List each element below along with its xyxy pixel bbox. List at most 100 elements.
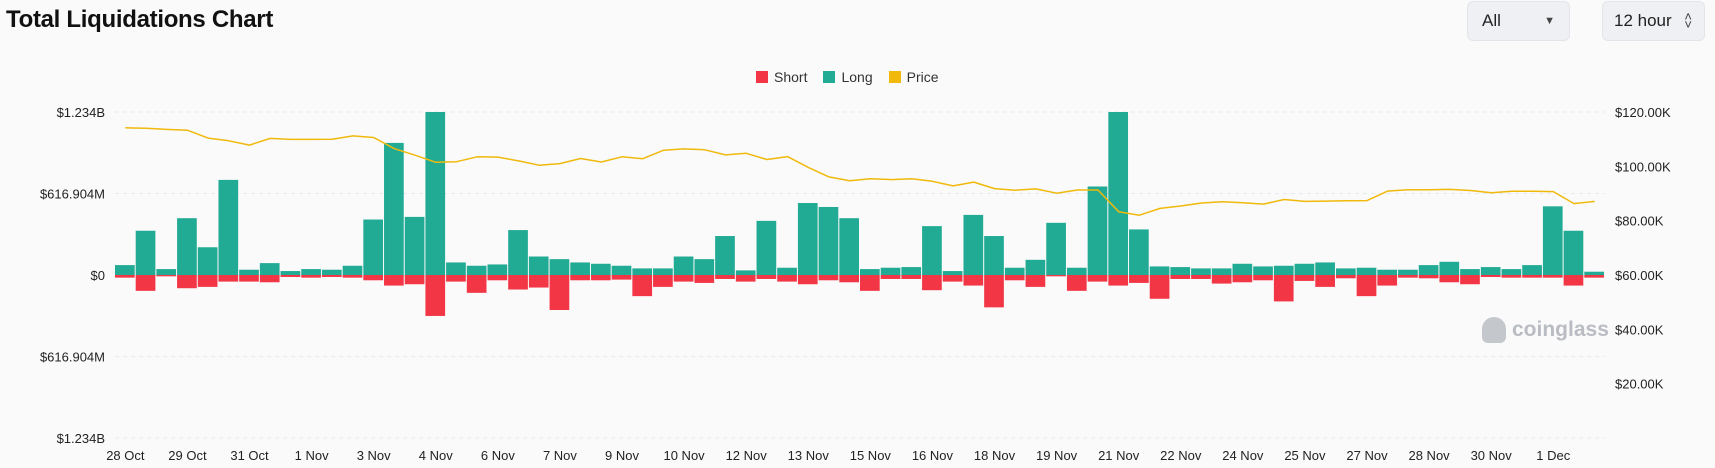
short-bar [715,275,735,279]
long-bar [1398,269,1418,275]
long-bar [735,270,756,275]
long-bar [446,262,466,275]
range-select-value: All [1482,11,1501,30]
short-bar [135,275,156,291]
short-bar [446,275,466,282]
long-bar [177,218,197,275]
legend-item-short[interactable]: Short [756,69,807,85]
long-bar [259,263,280,275]
legend-item-price[interactable]: Price [888,69,939,85]
short-bar [653,275,673,287]
long-bar [1439,261,1460,275]
coinglass-watermark: coinglass [1482,317,1609,343]
x-axis-tick-label: 27 Nov [1346,448,1388,463]
short-bar [901,275,922,279]
x-axis-tick-label: 15 Nov [850,448,892,463]
right-axis-tick-label: $120.00K [1615,105,1671,120]
x-axis-tick-label: 19 Nov [1036,448,1078,463]
right-axis-tick-label: $20.00K [1615,377,1664,392]
short-bar [425,275,446,316]
long-bar [404,216,425,275]
left-axis-tick-label: $1.234B [57,105,105,120]
short-bar [218,275,239,282]
x-axis-tick-label: 7 Nov [543,448,577,463]
long-bar [1480,267,1501,275]
long-bar [1046,222,1066,275]
short-bar [1418,275,1439,279]
long-bar [239,269,259,275]
coinglass-logo-icon [1482,317,1506,343]
short-bar [404,275,425,285]
long-bar [653,268,673,275]
short-bar [321,275,342,277]
left-axis-tick-label: $0 [91,268,105,283]
x-axis-tick-label: 28 Oct [106,448,145,463]
short-bar [922,275,942,291]
long-bar [363,219,384,275]
short-bar [1253,275,1273,281]
long-bar [860,269,880,275]
long-bar [1253,266,1273,275]
x-axis-tick-label: 3 Nov [357,448,391,463]
right-axis-tick-label: $40.00K [1615,322,1664,337]
long-bar [1563,230,1584,275]
short-bar [466,275,487,293]
interval-select-value: 12 hour [1614,11,1672,30]
short-bar [942,275,963,282]
short-bar [1356,275,1377,297]
range-select[interactable]: All ▼ [1467,1,1570,41]
legend-label-short: Short [774,69,808,85]
long-bar [280,271,301,275]
long-bar [156,269,177,275]
long-bar [487,264,508,275]
short-bar [239,275,259,282]
long-bar [942,271,963,275]
short-bar [528,275,549,288]
right-axis-tick-label: $100.00K [1615,159,1671,174]
long-bar [984,236,1004,275]
short-bar [1439,275,1460,283]
short-bar [115,275,135,278]
long-bar [1129,229,1149,275]
long-bar [1191,268,1211,275]
long-bar [1460,269,1480,275]
page-title: Total Liquidations Chart [6,6,274,33]
long-bar [1356,267,1377,275]
chevron-up-down-icon: ˄ ˅ [1684,9,1692,32]
short-bar [694,275,715,283]
legend-swatch-long [823,71,836,83]
x-axis-tick-label: 1 Nov [295,448,329,463]
long-bar [797,203,818,275]
long-bar [549,259,570,275]
long-bar [384,142,404,275]
x-axis-tick-label: 29 Oct [168,448,207,463]
short-bar [1522,275,1542,278]
short-bar [197,275,218,287]
short-bar [1460,275,1480,285]
left-axis-tick-label: $616.904M [40,187,105,202]
interval-select[interactable]: 12 hour ˄ ˅ [1602,1,1705,41]
long-bar [570,262,590,275]
long-bar [922,226,942,275]
x-axis-tick-label: 10 Nov [663,448,705,463]
right-axis-tick-label: $80.00K [1615,214,1664,229]
x-axis-tick-label: 31 Oct [230,448,269,463]
long-bar [301,269,321,275]
long-bar [963,214,984,275]
short-bar [1273,275,1294,302]
short-bar [1232,275,1253,283]
legend-item-long[interactable]: Long [823,69,873,85]
price-line [125,127,1595,216]
legend-label-price: Price [906,69,939,85]
right-axis-tick-label: $60.00K [1615,268,1664,283]
legend-swatch-price [888,71,901,83]
x-axis-tick-label: 21 Nov [1098,448,1140,463]
short-bar [1315,275,1335,287]
short-bar [1584,275,1604,278]
long-bar [1584,271,1604,275]
short-bar [1170,275,1191,279]
long-bar [528,256,549,275]
short-bar [611,275,632,280]
long-bar [1232,263,1253,275]
